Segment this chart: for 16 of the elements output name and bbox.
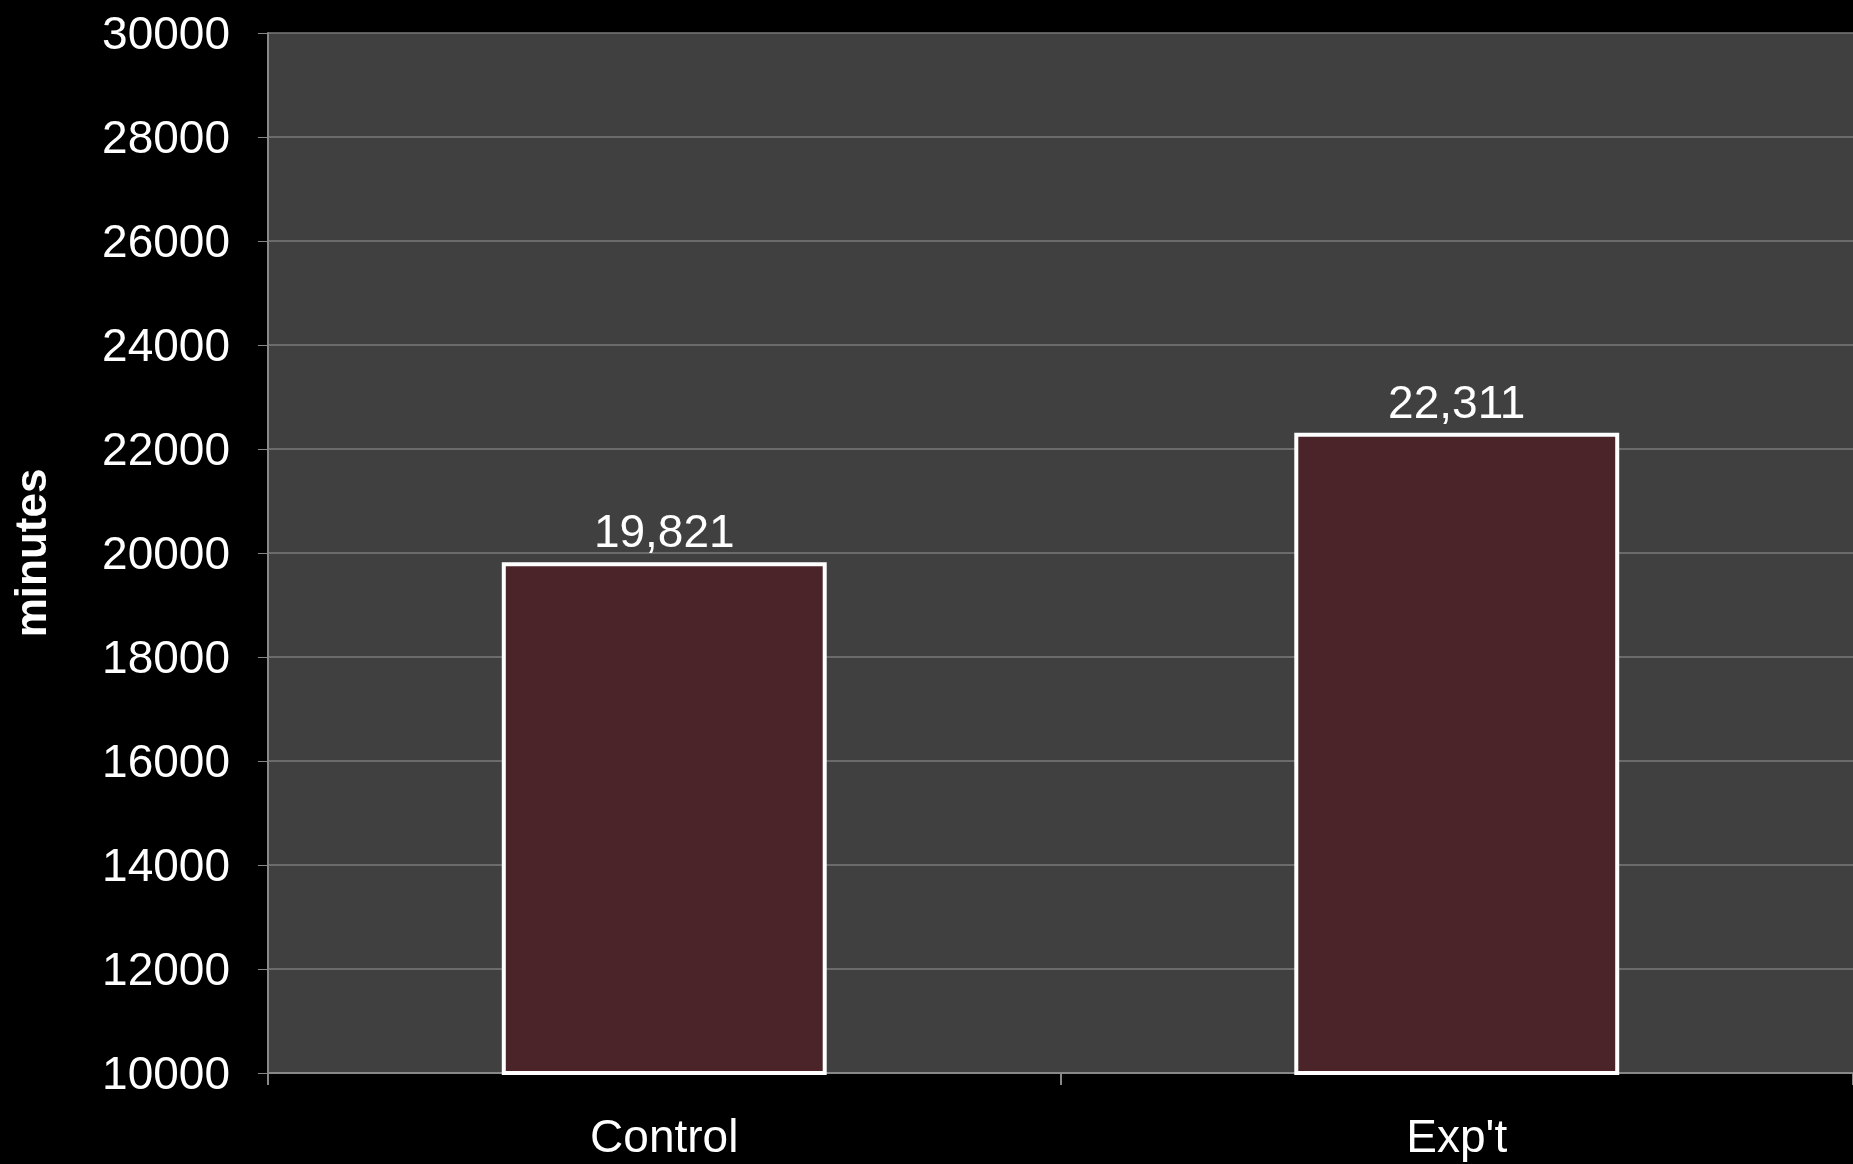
y-tick-label: 30000 [102, 7, 230, 59]
y-tick-label: 16000 [102, 735, 230, 787]
y-tick-label: 14000 [102, 839, 230, 891]
y-tick-label: 28000 [102, 111, 230, 163]
y-axis-title: minutes [5, 468, 55, 638]
y-tick-label: 10000 [102, 1047, 230, 1099]
x-tick-label: Exp't [1406, 1110, 1508, 1162]
y-tick-label: 22000 [102, 423, 230, 475]
y-tick-label: 26000 [102, 215, 230, 267]
y-tick-label: 12000 [102, 943, 230, 995]
data-label: 22,311 [1388, 375, 1526, 428]
y-tick-label: 18000 [102, 631, 230, 683]
y-tick-label: 20000 [102, 527, 230, 579]
y-tick-label: 24000 [102, 319, 230, 371]
data-label: 19,821 [593, 505, 735, 558]
x-tick-label: Control [590, 1110, 739, 1162]
